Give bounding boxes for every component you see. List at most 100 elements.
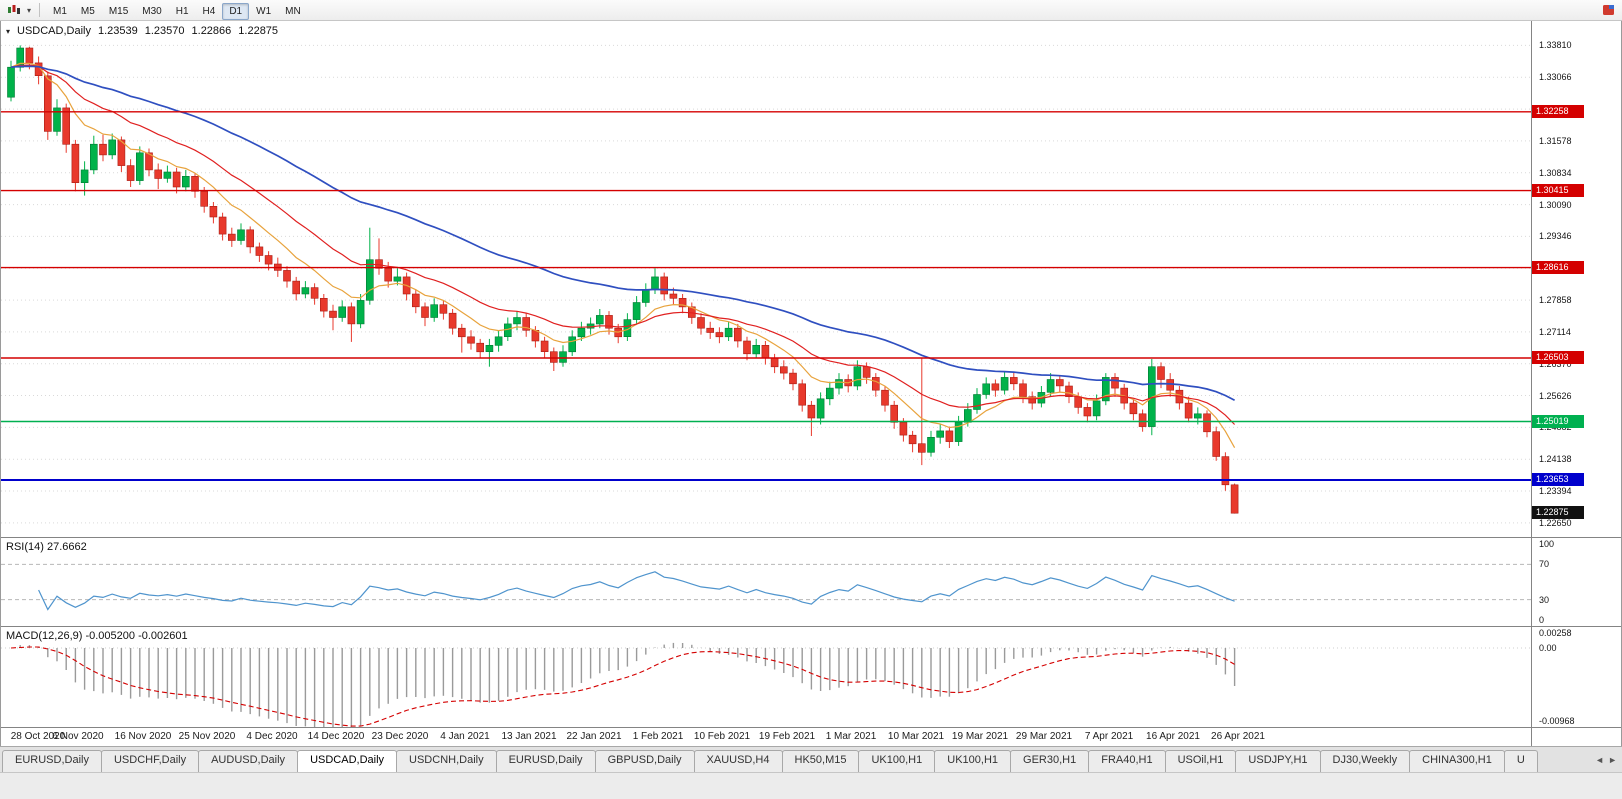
chart-tab-fra40-h1[interactable]: FRA40,H1 xyxy=(1088,750,1166,772)
rsi-label: RSI(14) 27.6662 xyxy=(6,541,87,553)
tabs-scroll-left-icon[interactable]: ◄ xyxy=(1595,755,1605,765)
price-tick-label: 1.31578 xyxy=(1539,136,1572,146)
price-tick-label: 1.27114 xyxy=(1539,327,1571,337)
candlestick-plot[interactable] xyxy=(1,21,1531,537)
level-price-label: 1.32258 xyxy=(1532,105,1584,118)
price-tick-label: 1.26370 xyxy=(1539,359,1572,369)
date-label: 25 Nov 2020 xyxy=(178,731,236,742)
chart-tab-usdcnh-daily[interactable]: USDCNH,Daily xyxy=(396,750,497,772)
price-tick-label: 1.24138 xyxy=(1539,454,1572,464)
timeframe-button-m30[interactable]: M30 xyxy=(142,6,162,17)
chart-tab-uk100-h1[interactable]: UK100,H1 xyxy=(858,750,936,772)
chart-tab-xauusd-h4[interactable]: XAUUSD,H4 xyxy=(693,750,783,772)
macd-histogram xyxy=(19,642,1236,727)
rsi-plot[interactable] xyxy=(1,538,1531,626)
macd-plot[interactable] xyxy=(1,627,1531,727)
chart-tab-uk100-h1[interactable]: UK100,H1 xyxy=(934,750,1012,772)
price-tick-label: 1.33810 xyxy=(1539,40,1572,50)
rsi-pane[interactable]: RSI(14) 27.6662 100 70 30 0 xyxy=(1,538,1621,626)
chart-tab-hk50-m15[interactable]: HK50,M15 xyxy=(781,750,860,772)
chart-tab-u[interactable]: U xyxy=(1503,750,1538,772)
chart-type-icon[interactable] xyxy=(4,2,24,19)
toolbar-right-icon[interactable] xyxy=(1602,3,1616,17)
chart-tab-china300-h1[interactable]: CHINA300,H1 xyxy=(1409,750,1505,772)
price-tick-label: 1.25626 xyxy=(1539,391,1572,401)
pane-divider[interactable] xyxy=(1,727,1621,728)
level-price-label: 1.26503 xyxy=(1532,351,1584,364)
timeframe-button-h4[interactable]: H4 xyxy=(202,6,216,17)
chart-tab-usoil-h1[interactable]: USOil,H1 xyxy=(1164,750,1237,772)
chart-tab-usdchf-daily[interactable]: USDCHF,Daily xyxy=(100,750,200,772)
chart-tab-dj30-weekly[interactable]: DJ30,Weekly xyxy=(1319,750,1411,772)
date-label: 28 Oct 2020 xyxy=(10,731,66,742)
chart-marker-icon: ▾ xyxy=(6,26,11,36)
macd-pane[interactable]: MACD(12,26,9) -0.005200 -0.002601 0.0025… xyxy=(1,627,1621,727)
date-label: 14 Dec 2020 xyxy=(307,731,365,742)
date-label: 1 Feb 2021 xyxy=(632,731,684,742)
chart-tab-gbpusd-daily[interactable]: GBPUSD,Daily xyxy=(594,750,695,772)
price-tick-label: 1.30834 xyxy=(1539,168,1572,178)
rsi-tick-label: 0 xyxy=(1539,615,1545,625)
price-tick-label: 1.22650 xyxy=(1539,518,1572,528)
level-price-label: 1.28616 xyxy=(1532,261,1584,274)
timeframe-button-d1[interactable]: D1 xyxy=(222,3,250,20)
level-price-label: 1.30415 xyxy=(1532,184,1584,197)
macd-axis[interactable]: 0.00258 0.00 -0.00968 xyxy=(1532,627,1621,727)
macd-signal-line xyxy=(10,646,1235,727)
ma-line-fast xyxy=(10,62,1236,448)
chart-tab-ger30-h1[interactable]: GER30,H1 xyxy=(1010,750,1090,772)
chart-type-dropdown-icon[interactable]: ▾ xyxy=(27,5,32,15)
date-label: 10 Feb 2021 xyxy=(693,731,751,742)
pane-divider[interactable] xyxy=(1,537,1621,538)
level-price-label: 1.23653 xyxy=(1532,473,1584,486)
price-tick-label: 1.23394 xyxy=(1539,486,1572,496)
ohlc-high: 1.23570 xyxy=(144,25,185,37)
macd-tick-label: -0.00968 xyxy=(1539,716,1575,726)
main-chart-pane[interactable]: ▾ USDCAD,Daily 1.23539 1.23570 1.22866 1… xyxy=(1,21,1621,537)
toolbar-separator xyxy=(39,3,41,17)
timeframe-button-w1[interactable]: W1 xyxy=(256,6,272,17)
tabs-scroll-right-icon[interactable]: ► xyxy=(1608,755,1617,765)
ohlc-open: 1.23539 xyxy=(97,25,138,37)
macd-tick-label: 0.00258 xyxy=(1539,628,1572,638)
chart-tab-usdjpy-h1[interactable]: USDJPY,H1 xyxy=(1235,750,1321,772)
date-label: 23 Dec 2020 xyxy=(371,731,429,742)
price-axis[interactable]: 1.338101.330661.323221.315781.308341.300… xyxy=(1532,21,1621,537)
chart-tab-eurusd-daily[interactable]: EURUSD,Daily xyxy=(495,750,596,772)
macd-tick-label: 0.00 xyxy=(1539,643,1557,653)
date-label: 16 Apr 2021 xyxy=(1146,731,1200,742)
price-gridlines xyxy=(1,44,1531,524)
price-tick-label: 1.30090 xyxy=(1539,200,1572,210)
timeframe-button-m15[interactable]: M15 xyxy=(108,6,129,17)
rsi-tick-label: 30 xyxy=(1539,595,1550,605)
level-price-label: 1.25019 xyxy=(1532,415,1584,428)
timeframe-button-m5[interactable]: M5 xyxy=(80,6,95,17)
rsi-tick-label: 70 xyxy=(1539,559,1550,569)
timeframe-button-mn[interactable]: MN xyxy=(285,6,301,17)
rsi-axis[interactable]: 100 70 30 0 xyxy=(1532,538,1621,626)
date-label: 1 Mar 2021 xyxy=(825,731,877,742)
date-label: 26 Apr 2021 xyxy=(1211,731,1265,742)
chart-tab-usdcad-daily[interactable]: USDCAD,Daily xyxy=(297,750,398,772)
time-axis[interactable]: 28 Oct 2020 6 Nov 2020 16 Nov 2020 25 Nov 2… xyxy=(1,728,1621,746)
date-label: 13 Jan 2021 xyxy=(501,731,557,742)
chart-window: ▾ USDCAD,Daily 1.23539 1.23570 1.22866 1… xyxy=(0,21,1622,746)
axis-border-line xyxy=(1531,21,1532,746)
date-label: 19 Feb 2021 xyxy=(758,731,816,742)
timeframe-button-h1[interactable]: H1 xyxy=(175,6,189,17)
timeframe-button-m1[interactable]: M1 xyxy=(53,6,67,17)
date-label: 4 Dec 2020 xyxy=(246,731,298,742)
ohlc-close: 1.22875 xyxy=(238,25,279,37)
date-label: 6 Nov 2020 xyxy=(52,731,104,742)
chart-tabs: EURUSD,Daily USDCHF,Daily AUDUSD,Daily USDC… xyxy=(0,747,1622,772)
date-label: 4 Jan 2021 xyxy=(440,731,490,742)
pane-divider[interactable] xyxy=(1,626,1621,627)
ohlc-low: 1.22866 xyxy=(191,25,232,37)
date-label: 29 Mar 2021 xyxy=(1015,731,1073,742)
chart-tab-audusd-daily[interactable]: AUDUSD,Daily xyxy=(198,750,299,772)
chart-tab-eurusd-daily[interactable]: EURUSD,Daily xyxy=(2,750,102,772)
current-price-label: 1.22875 xyxy=(1532,506,1584,519)
date-label: 16 Nov 2020 xyxy=(114,731,172,742)
ma-line-medium xyxy=(10,64,1236,425)
rsi-line xyxy=(38,571,1235,611)
